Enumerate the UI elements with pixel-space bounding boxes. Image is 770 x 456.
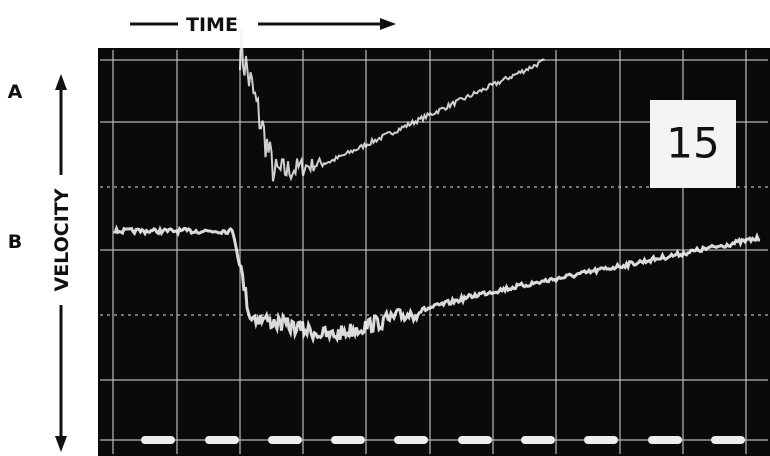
baseline-blip <box>584 436 618 444</box>
frame-number: 15 <box>666 119 719 168</box>
baseline-blip <box>331 436 365 444</box>
baseline-blip <box>711 436 745 444</box>
baseline-blip <box>268 436 302 444</box>
baseline-blip <box>458 436 492 444</box>
velocity-label: VELOCITY <box>51 188 73 291</box>
baseline-blip <box>648 436 682 444</box>
trace-a-label: A <box>8 81 23 103</box>
time-label: TIME <box>186 14 238 36</box>
oscilloscope-photo: TIME A B VELOCITY 15 <box>0 0 770 456</box>
baseline-blip <box>205 436 239 444</box>
trace-b-label: B <box>8 231 22 253</box>
baseline-blip <box>141 436 175 444</box>
baseline-blip <box>394 436 428 444</box>
baseline-blip <box>521 436 555 444</box>
